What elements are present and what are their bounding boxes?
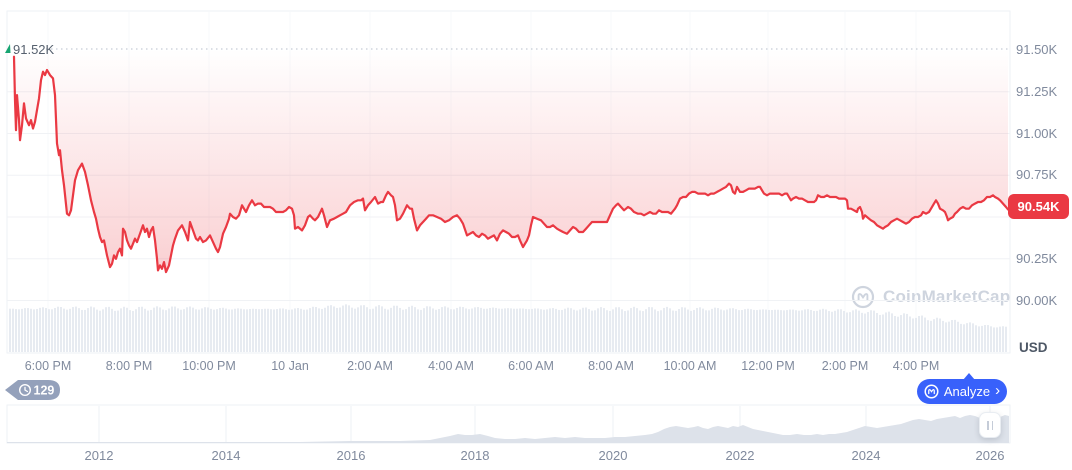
- y-axis-label: 90.00K: [1016, 292, 1058, 308]
- handle-grip-icon: [987, 420, 989, 430]
- coinmarketcap-logo-icon: [924, 384, 939, 399]
- x-axis-label: 8:00 PM: [105, 359, 153, 373]
- timeline-minimap[interactable]: [7, 405, 1010, 443]
- scrubber-handle[interactable]: [979, 412, 1001, 438]
- year-label: 2026: [975, 448, 1005, 463]
- analyze-button-label: Analyze: [943, 384, 991, 399]
- history-count-badge[interactable]: 129: [3, 377, 63, 403]
- chevron-right-icon: ›: [995, 382, 1001, 399]
- current-price-badge: 90.54K: [1008, 194, 1069, 219]
- y-axis-label: 91.00K: [1016, 125, 1058, 141]
- x-axis-label: 6:00 AM: [508, 359, 554, 373]
- x-axis-label: 6:00 PM: [24, 359, 72, 373]
- x-axis-label: 10:00 PM: [182, 359, 236, 373]
- year-label: 2014: [211, 448, 241, 463]
- volume-bars: [9, 304, 1007, 352]
- y-axis-label: 90.75K: [1016, 167, 1058, 183]
- chart-hover-area[interactable]: [7, 11, 1010, 352]
- clock-icon: [19, 383, 32, 397]
- handle-grip-icon: [991, 420, 993, 430]
- currency-label: USD: [1019, 340, 1048, 355]
- year-label: 2024: [851, 448, 881, 463]
- price-line: [12, 55, 1010, 274]
- price-area-fill: [14, 49, 1008, 273]
- watermark-text: CoinMarketCap: [883, 287, 1011, 306]
- y-axis-label: 91.50K: [1016, 42, 1058, 57]
- year-label: 2022: [725, 448, 755, 463]
- history-count-value: 129: [34, 384, 55, 398]
- analyze-button[interactable]: Analyze ›: [917, 373, 1007, 404]
- x-axis-label: 2:00 PM: [821, 359, 869, 373]
- y-axis-label: 90.25K: [1016, 250, 1058, 266]
- x-axis-label: 12:00 PM: [741, 359, 795, 373]
- year-label: 2016: [336, 448, 366, 463]
- y-axis-label: 91.25K: [1016, 83, 1058, 99]
- x-axis-label: 2:00 AM: [347, 359, 393, 373]
- high-marker-icon: [5, 44, 11, 53]
- x-axis-label: 4:00 PM: [892, 359, 940, 373]
- year-label: 2018: [460, 448, 490, 463]
- timeline-minimap-area: [7, 415, 1009, 443]
- x-axis-label: 10 Jan: [271, 359, 309, 373]
- high-price-label: 91.52K: [13, 42, 55, 57]
- coinmarketcap-watermark: CoinMarketCap: [851, 285, 1010, 309]
- year-label: 2012: [84, 448, 114, 463]
- coinmarketcap-logo-icon: [851, 285, 875, 309]
- x-axis-label: 10:00 AM: [663, 359, 717, 373]
- x-axis-label: 4:00 AM: [428, 359, 474, 373]
- x-axis-label: 8:00 AM: [588, 359, 634, 373]
- year-label: 2020: [598, 448, 628, 463]
